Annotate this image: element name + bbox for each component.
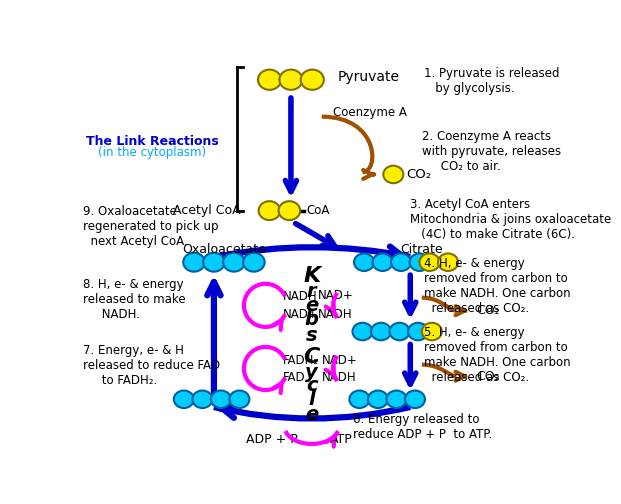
Text: 9. Oxaloacetate
regenerated to pick up
  next Acetyl CoA.: 9. Oxaloacetate regenerated to pick up n… [83, 205, 219, 248]
Text: NADH: NADH [283, 290, 318, 303]
Text: CO₂: CO₂ [406, 168, 432, 181]
Ellipse shape [373, 254, 392, 271]
Text: l: l [309, 390, 315, 409]
Ellipse shape [211, 391, 231, 408]
Text: b: b [305, 310, 319, 330]
Ellipse shape [279, 201, 300, 220]
Ellipse shape [353, 323, 373, 340]
Text: s: s [306, 326, 317, 345]
Text: Citrate: Citrate [401, 242, 443, 256]
Ellipse shape [183, 253, 205, 272]
Ellipse shape [389, 323, 409, 340]
Text: C: C [304, 347, 320, 367]
Text: CO₂: CO₂ [476, 304, 500, 317]
Text: FAD: FAD [283, 371, 306, 384]
Text: 7. Energy, e- & H
released to reduce FAD
     to FADH₂.: 7. Energy, e- & H released to reduce FAD… [83, 344, 220, 387]
Text: Oxaloacetate: Oxaloacetate [182, 242, 266, 256]
Text: ADP + P: ADP + P [246, 433, 297, 446]
Ellipse shape [174, 391, 194, 408]
Text: NAD+: NAD+ [283, 308, 319, 321]
Ellipse shape [391, 254, 411, 271]
Text: (in the cytoplasm): (in the cytoplasm) [98, 146, 206, 159]
Ellipse shape [383, 166, 404, 183]
Ellipse shape [408, 323, 428, 340]
Text: Pyruvate: Pyruvate [337, 71, 399, 85]
Text: K: K [303, 266, 320, 286]
Ellipse shape [438, 254, 458, 271]
Text: 8. H, e- & energy
released to make
     NADH.: 8. H, e- & energy released to make NADH. [83, 278, 186, 321]
Ellipse shape [410, 254, 430, 271]
Text: The Link Reactions: The Link Reactions [86, 135, 219, 148]
Ellipse shape [350, 391, 369, 408]
Text: Acetyl CoA: Acetyl CoA [173, 204, 241, 217]
Ellipse shape [258, 70, 281, 90]
Ellipse shape [368, 391, 388, 408]
Text: NAD+: NAD+ [322, 353, 358, 366]
Text: e: e [305, 296, 319, 315]
Ellipse shape [279, 70, 302, 90]
Text: NAD+: NAD+ [318, 289, 353, 302]
Text: y: y [306, 363, 318, 382]
Text: c: c [306, 376, 317, 395]
Text: FADH₂: FADH₂ [283, 353, 319, 366]
Text: NADH: NADH [322, 371, 356, 384]
Ellipse shape [223, 253, 245, 272]
Ellipse shape [229, 391, 250, 408]
Ellipse shape [258, 201, 280, 220]
Ellipse shape [371, 323, 391, 340]
Text: 2. Coenzyme A reacts
with pyruvate, releases
     CO₂ to air.: 2. Coenzyme A reacts with pyruvate, rele… [422, 130, 561, 173]
Text: NADH: NADH [318, 308, 353, 321]
Ellipse shape [420, 254, 440, 271]
Text: CO₂: CO₂ [476, 369, 500, 383]
Ellipse shape [354, 254, 374, 271]
Text: ATP: ATP [330, 433, 352, 446]
Ellipse shape [301, 70, 324, 90]
Text: e: e [305, 405, 319, 424]
Text: CoA: CoA [306, 204, 330, 217]
Text: 5. H, e- & energy
removed from carbon to
make NADH. One carbon
  released as CO₂: 5. H, e- & energy removed from carbon to… [424, 326, 571, 384]
Text: 4. H, e- & energy
removed from carbon to
make NADH. One carbon
  released as CO₂: 4. H, e- & energy removed from carbon to… [424, 257, 571, 315]
Ellipse shape [405, 391, 425, 408]
Ellipse shape [203, 253, 225, 272]
Ellipse shape [386, 391, 407, 408]
Text: Coenzyme A: Coenzyme A [333, 106, 407, 119]
Ellipse shape [193, 391, 212, 408]
Text: r: r [307, 282, 317, 301]
Text: 6. Energy released to
reduce ADP + P  to ATP.: 6. Energy released to reduce ADP + P to … [353, 413, 492, 441]
Text: 3. Acetyl CoA enters
Mitochondria & joins oxaloacetate
   (4C) to make Citrate (: 3. Acetyl CoA enters Mitochondria & join… [410, 198, 612, 240]
Ellipse shape [243, 253, 265, 272]
Text: 1. Pyruvate is released
   by glycolysis.: 1. Pyruvate is released by glycolysis. [424, 67, 560, 95]
Ellipse shape [422, 323, 442, 340]
